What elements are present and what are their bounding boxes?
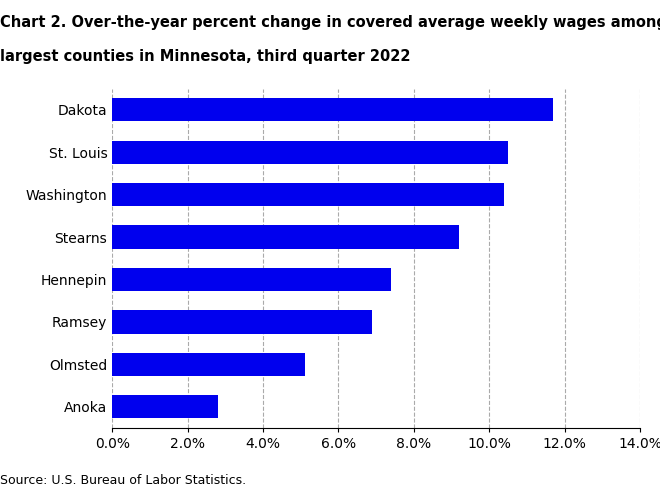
Bar: [112, 225, 459, 249]
Text: Source: U.S. Bureau of Labor Statistics.: Source: U.S. Bureau of Labor Statistics.: [0, 474, 246, 487]
Bar: [112, 310, 372, 334]
Bar: [112, 353, 304, 376]
Bar: [112, 141, 508, 164]
Bar: [112, 183, 504, 206]
Bar: [112, 98, 554, 122]
Text: Chart 2. Over-the-year percent change in covered average weekly wages among the: Chart 2. Over-the-year percent change in…: [0, 15, 660, 30]
Bar: [112, 268, 391, 291]
Text: largest counties in Minnesota, third quarter 2022: largest counties in Minnesota, third qua…: [0, 49, 411, 64]
Bar: [112, 395, 218, 419]
